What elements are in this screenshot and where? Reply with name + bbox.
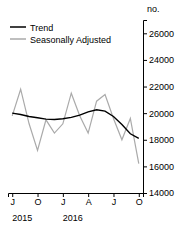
x-tick-label: J — [10, 197, 15, 207]
legend-label: Trend — [30, 23, 53, 33]
legend-item: Seasonally Adjusted — [10, 35, 111, 45]
x-tick: J — [10, 193, 15, 207]
x-tick: A — [86, 193, 92, 207]
legend: Trend Seasonally Adjusted — [10, 23, 111, 45]
y-tick: 18000 — [143, 135, 174, 145]
line — [12, 89, 139, 164]
y-tick: 20000 — [143, 109, 174, 119]
x-tick-label: O — [136, 197, 143, 207]
x-tick: O — [136, 193, 143, 207]
y-tick-mark — [143, 113, 147, 114]
y-axis: 14000 16000 18000 20000 22000 24000 26000 — [143, 21, 174, 199]
y-tick-mark — [143, 60, 147, 61]
y-tick-label: 22000 — [149, 82, 174, 92]
y-tick-mark — [143, 140, 147, 141]
y-tick-label: 26000 — [149, 29, 174, 39]
legend-label: Seasonally Adjusted — [30, 35, 111, 45]
y-tick-label: 16000 — [149, 162, 174, 172]
legend-swatch — [10, 38, 26, 40]
y-tick-label: 20000 — [149, 109, 174, 119]
legend-item: Trend — [10, 23, 53, 33]
y-tick: 22000 — [143, 82, 174, 92]
y-tick: 16000 — [143, 162, 174, 172]
x-tick-label: A — [86, 197, 92, 207]
y-tick-mark — [143, 87, 147, 88]
y-tick-label: 24000 — [149, 55, 174, 65]
x-tick: J — [61, 193, 66, 207]
x-tick: O — [35, 193, 42, 207]
y-tick-mark — [143, 33, 147, 34]
x-tick-label: J — [61, 197, 66, 207]
y-tick-label: 18000 — [149, 135, 174, 145]
line — [12, 110, 139, 139]
x-tick: J — [112, 193, 117, 207]
y-tick: 24000 — [143, 55, 174, 65]
annotation: 2015 — [12, 213, 32, 223]
x-axis: JOJAJO — [9, 193, 144, 207]
plot-area — [12, 89, 139, 164]
chart: J O J A J O 14000 16000 18000 20000 22000 24000 2600… — [0, 0, 181, 231]
y-tick-mark — [143, 193, 147, 194]
y-tick-label: 14000 — [149, 188, 174, 198]
y-tick: 26000 — [143, 29, 174, 39]
y-tick: 14000 — [143, 188, 174, 198]
x-axis-line — [9, 194, 144, 198]
y-tick-mark — [143, 166, 147, 167]
annotation: 2016 — [63, 213, 83, 223]
x-tick-label: J — [112, 197, 117, 207]
x-tick-label: O — [35, 197, 42, 207]
y-axis-line — [144, 21, 148, 194]
y-axis-label: no. — [147, 4, 160, 14]
legend-swatch — [10, 26, 26, 28]
